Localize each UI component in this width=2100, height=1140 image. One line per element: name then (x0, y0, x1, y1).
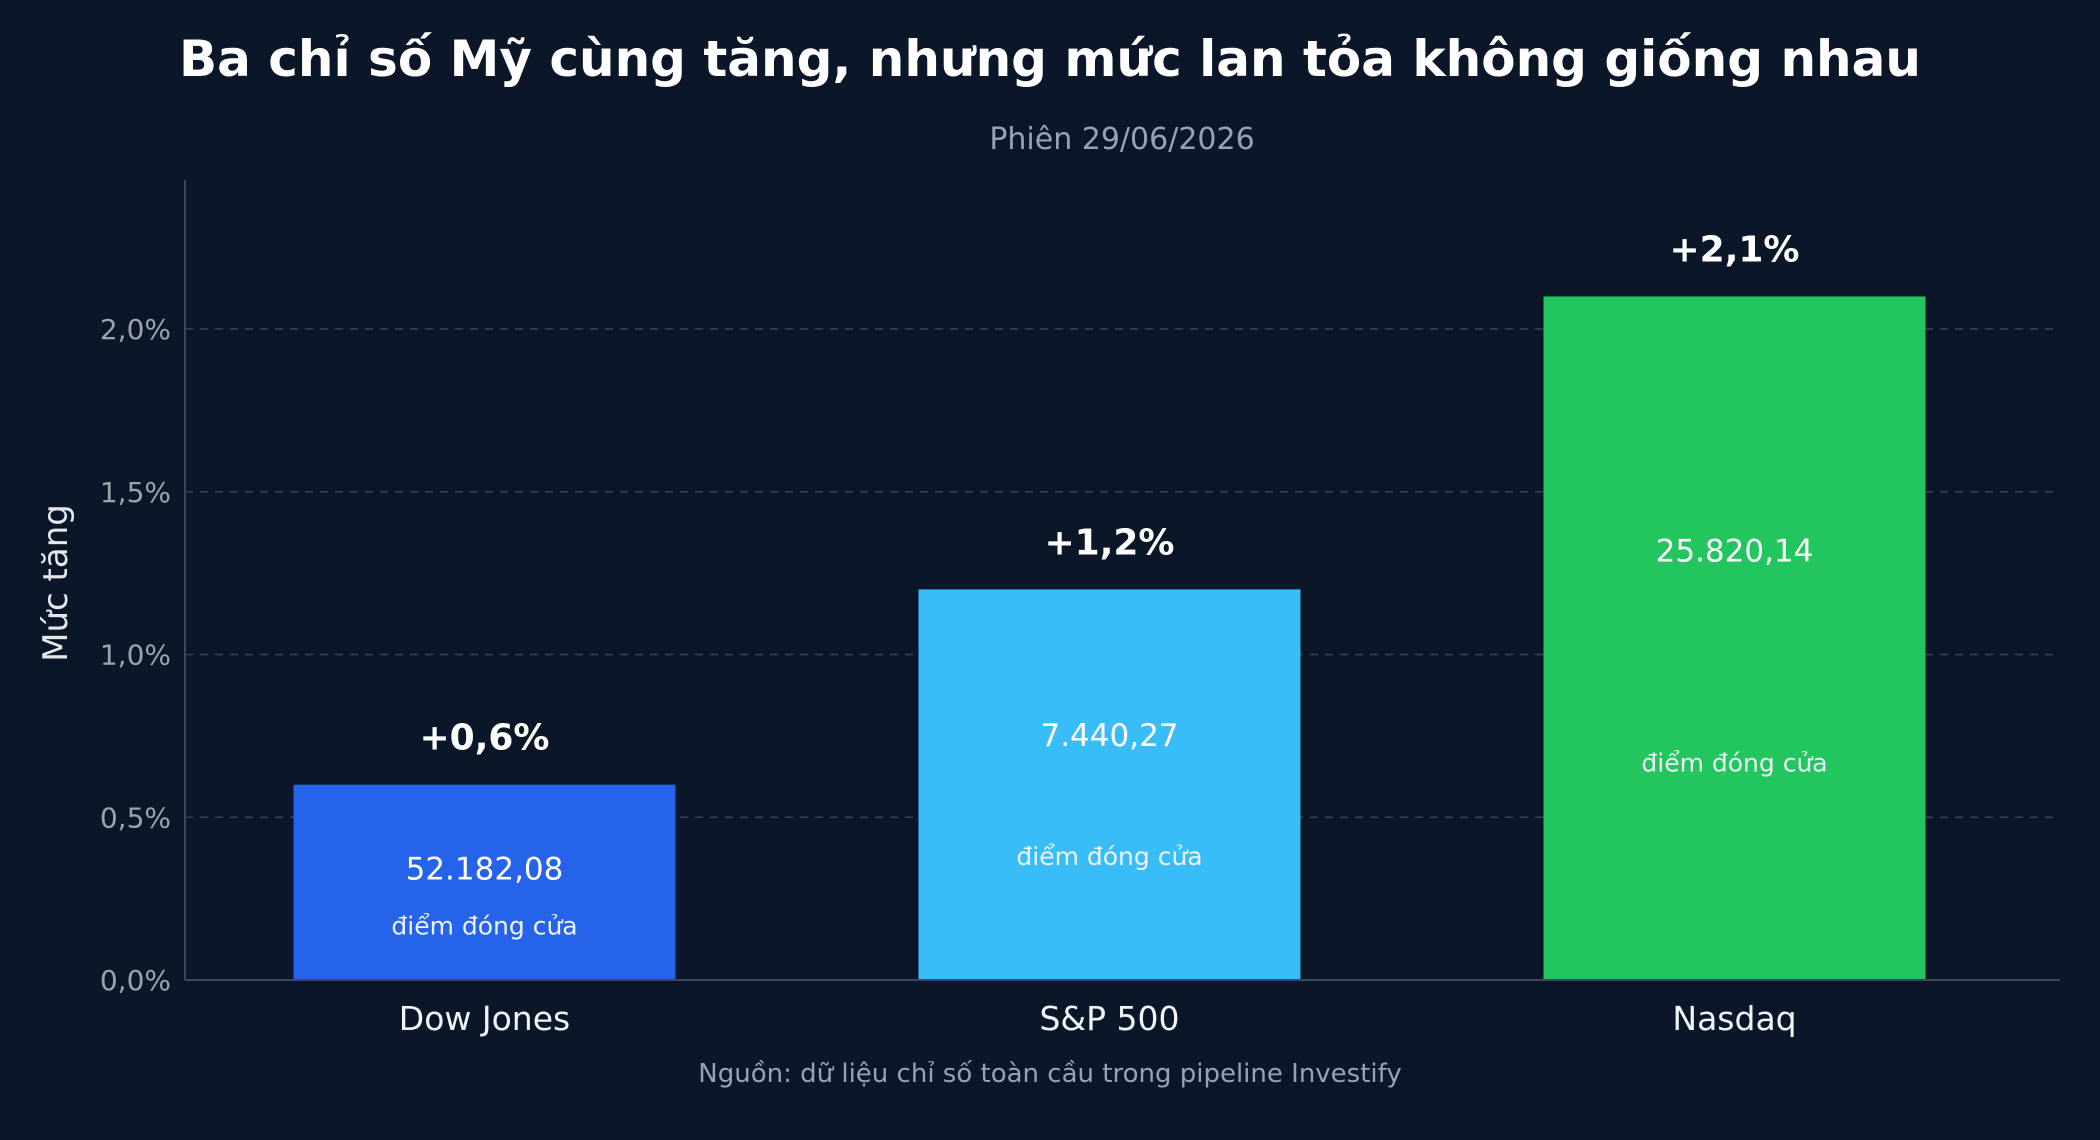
x-tick-labels: Dow Jones S&P 500 Nasdaq (399, 999, 1797, 1038)
y-tick-label: 1,0% (100, 639, 171, 672)
bar (293, 784, 676, 980)
y-axis-label: Mức tăng (36, 504, 76, 662)
x-tick-label: Dow Jones (399, 999, 570, 1038)
bar-close-note: điểm đóng cửa (1016, 842, 1202, 871)
y-tick-label: 0,0% (100, 964, 171, 997)
y-tick-label: 2,0% (100, 313, 171, 346)
chart-title: Ba chỉ số Mỹ cùng tăng, nhưng mức lan tỏ… (179, 30, 1921, 88)
bar-value-label: +0,6% (419, 718, 549, 759)
bar-close-value: 25.820,14 (1656, 533, 1814, 569)
bars: +0,6% 52.182,08 điểm đóng cửa +1,2% 7.440,27… (293, 229, 1926, 980)
bar-close-note: điểm đóng cửa (391, 912, 577, 941)
x-tick-label: S&P 500 (1039, 999, 1179, 1038)
bar-value-label: +1,2% (1044, 522, 1174, 563)
x-tick-label: Nasdaq (1672, 999, 1796, 1038)
chart-subtitle: Phiên 29/06/2026 (989, 122, 1254, 157)
y-tick-label: 0,5% (100, 801, 171, 834)
bar-close-value: 52.182,08 (406, 852, 564, 888)
y-tick-label: 1,5% (100, 476, 171, 509)
bar-close-note: điểm đóng cửa (1641, 748, 1827, 777)
bar (1543, 296, 1926, 980)
bar-value-label: +2,1% (1669, 229, 1799, 270)
bar-close-value: 7.440,27 (1040, 718, 1178, 754)
bar (918, 589, 1301, 980)
source-note: Nguồn: dữ liệu chỉ số toàn cầu trong pip… (698, 1059, 1401, 1089)
y-tick-labels: 0,0% 0,5% 1,0% 1,5% 2,0% (100, 313, 171, 997)
